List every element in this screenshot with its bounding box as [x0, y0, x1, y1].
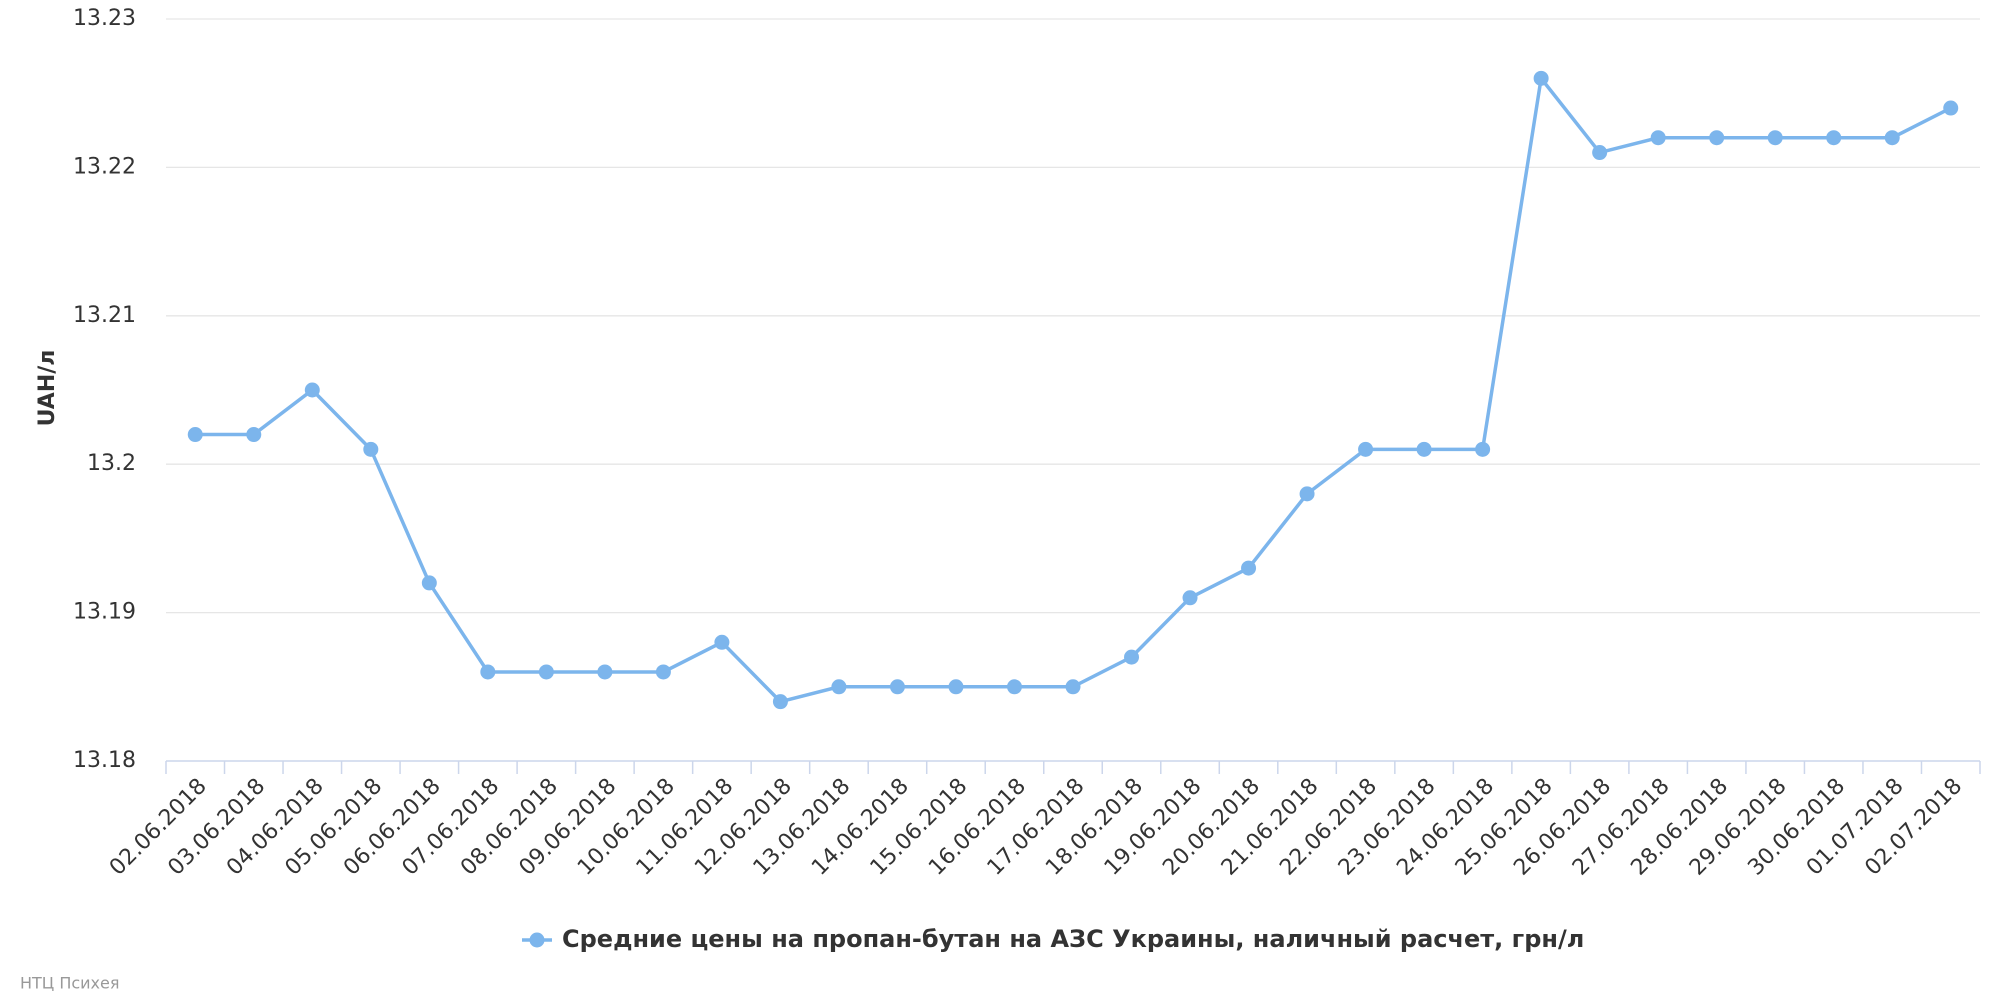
data-point [1065, 679, 1081, 695]
credits: НТЦ Психея [20, 974, 119, 993]
data-point [1826, 130, 1842, 146]
data-point [246, 427, 262, 443]
data-point [948, 679, 964, 695]
series-line [195, 74, 1952, 704]
data-point [538, 664, 554, 680]
data-point [1592, 145, 1608, 161]
data-point [1124, 649, 1140, 665]
data-point [1709, 130, 1725, 146]
data-point [1358, 441, 1374, 457]
data-point [480, 664, 496, 680]
legend-label: Средние цены на пропан-бутан на АЗС Укра… [562, 925, 1584, 953]
data-point [1475, 441, 1491, 457]
data-point [421, 575, 437, 591]
data-point [772, 694, 788, 710]
data-point [1943, 100, 1959, 116]
data-point [1884, 130, 1900, 146]
data-point [1241, 560, 1257, 576]
data-point [363, 441, 379, 457]
data-point [187, 427, 203, 443]
legend-marker [529, 932, 545, 948]
y-tick-label: 13.18 [73, 748, 136, 773]
data-point [714, 634, 730, 650]
data-point [831, 679, 847, 695]
data-point [1533, 70, 1549, 86]
data-point [889, 679, 905, 695]
data-point [1650, 130, 1666, 146]
data-point [1299, 486, 1315, 502]
y-tick-label: 13.2 [87, 451, 136, 476]
data-point [597, 664, 613, 680]
y-axis-label: UAH/л [35, 350, 60, 427]
y-tick-label: 13.23 [73, 6, 136, 31]
data-point [1767, 130, 1783, 146]
data-point [304, 382, 320, 398]
y-tick-label: 13.22 [73, 154, 136, 179]
y-tick-label: 13.21 [73, 303, 136, 328]
data-point [1416, 441, 1432, 457]
data-point [1182, 590, 1198, 606]
data-point [1006, 679, 1022, 695]
y-tick-label: 13.19 [73, 600, 136, 625]
data-point [655, 664, 671, 680]
